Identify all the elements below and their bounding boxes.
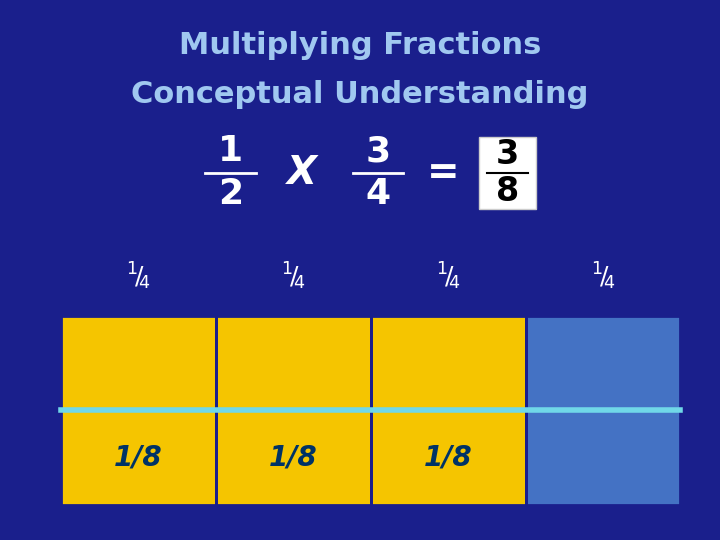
Bar	[216, 316, 371, 410]
Text: X: X	[287, 154, 318, 192]
Text: 1/8: 1/8	[114, 444, 163, 471]
Bar	[61, 316, 216, 410]
Text: 8: 8	[496, 174, 519, 208]
Text: 1/8: 1/8	[269, 444, 318, 471]
Bar	[371, 316, 526, 410]
Text: 1: 1	[218, 134, 243, 168]
Bar	[61, 410, 216, 505]
Text: $\mathregular{{}^1\!/\!_4}$: $\mathregular{{}^1\!/\!_4}$	[281, 260, 306, 292]
Text: $\mathregular{{}^1\!/\!_4}$: $\mathregular{{}^1\!/\!_4}$	[126, 260, 151, 292]
Bar	[526, 316, 680, 410]
Text: 4: 4	[366, 178, 390, 211]
Bar	[371, 410, 526, 505]
Text: 3: 3	[496, 138, 519, 171]
Text: 3: 3	[366, 134, 390, 168]
Text: $\mathregular{{}^1\!/\!_4}$: $\mathregular{{}^1\!/\!_4}$	[436, 260, 461, 292]
Text: Conceptual Understanding: Conceptual Understanding	[131, 80, 589, 109]
Bar	[526, 410, 680, 505]
Text: 2: 2	[218, 178, 243, 211]
Text: =: =	[426, 154, 459, 192]
Text: Multiplying Fractions: Multiplying Fractions	[179, 31, 541, 60]
Text: $\mathregular{{}^1\!/\!_4}$: $\mathregular{{}^1\!/\!_4}$	[590, 260, 616, 292]
FancyBboxPatch shape	[480, 137, 536, 209]
Text: 1/8: 1/8	[424, 444, 472, 471]
Bar	[216, 410, 371, 505]
